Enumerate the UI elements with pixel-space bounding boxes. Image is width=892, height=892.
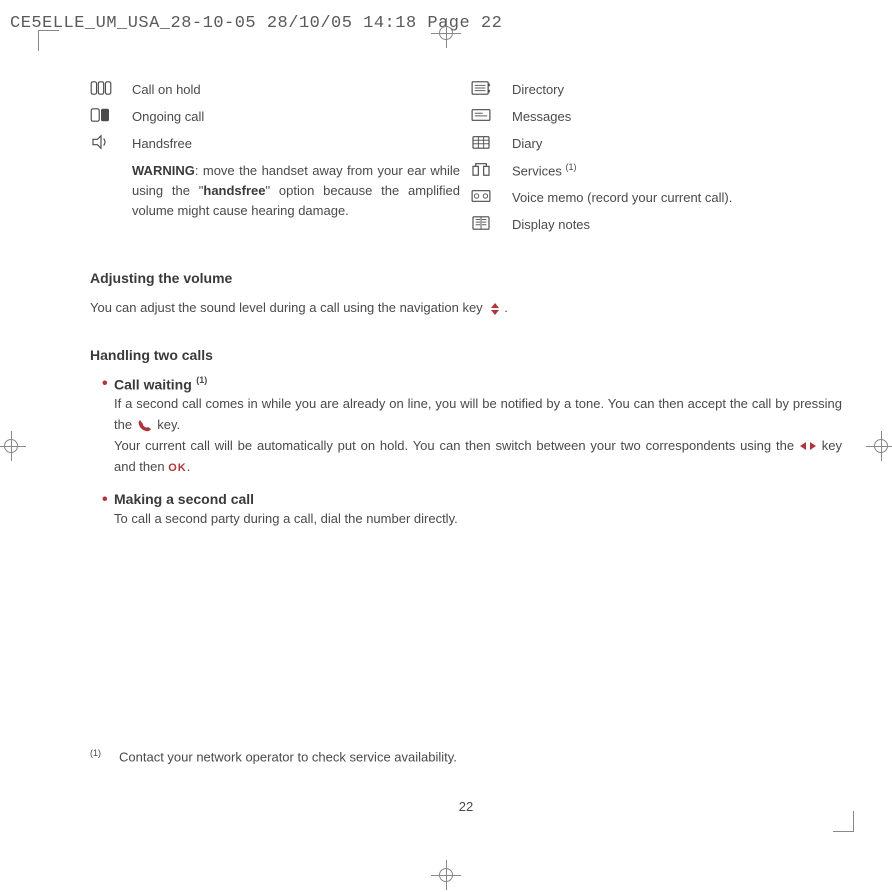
warning-text: WARNING: move the handset away from your… — [132, 161, 460, 221]
crop-mark-tl — [38, 30, 59, 51]
list-item-label: Voice memo (record your current call). — [512, 188, 732, 208]
list-item: Diary — [470, 134, 842, 155]
notes-icon — [470, 215, 512, 236]
registration-mark-right — [866, 431, 892, 461]
footnote: (1)Contact your network operator to chec… — [90, 748, 457, 764]
list-item-label: Display notes — [512, 215, 590, 235]
nav-updown-icon — [486, 302, 504, 316]
section-heading-twocalls: Handling two calls — [90, 347, 842, 363]
list-item: Ongoing call — [90, 107, 460, 128]
bullet-second-call: •Making a second call To call a second p… — [102, 491, 842, 530]
ok-icon: OK — [168, 462, 187, 474]
list-item-label: Handsfree — [132, 134, 192, 154]
list-item-label: Call on hold — [132, 80, 201, 100]
nav-leftright-icon — [799, 439, 817, 453]
diary-icon — [470, 134, 512, 155]
directory-icon — [470, 80, 512, 101]
list-item-label: Directory — [512, 80, 564, 100]
list-item: Services (1) — [470, 161, 842, 182]
right-column: Directory Messages Diary Services (1) — [470, 80, 842, 242]
bullet-call-waiting: •Call waiting (1) If a second call comes… — [102, 375, 842, 478]
registration-mark-top — [431, 18, 461, 48]
messages-icon — [470, 107, 512, 128]
handsfree-icon — [90, 134, 132, 155]
left-column: Call on hold Ongoing call Handsfree WARN… — [90, 80, 460, 242]
hold-icon — [90, 80, 132, 101]
page-number: 22 — [459, 799, 473, 814]
registration-mark-bottom — [431, 860, 461, 890]
list-item: Messages — [470, 107, 842, 128]
call-key-icon — [136, 418, 154, 432]
list-item-label: Diary — [512, 134, 542, 154]
registration-mark-left — [0, 431, 26, 461]
section-heading-volume: Adjusting the volume — [90, 270, 842, 286]
list-item: Handsfree — [90, 134, 460, 155]
voicememo-icon — [470, 188, 512, 209]
list-item: Voice memo (record your current call). — [470, 188, 842, 209]
list-item-label: Messages — [512, 107, 571, 127]
page-content: Call on hold Ongoing call Handsfree WARN… — [90, 80, 842, 832]
list-item: Directory — [470, 80, 842, 101]
list-item-label: Ongoing call — [132, 107, 204, 127]
list-item-label: Services (1) — [512, 161, 576, 181]
services-icon — [470, 161, 512, 182]
list-item: Call on hold — [90, 80, 460, 101]
print-header: CE5ELLE_UM_USA_28-10-05 28/10/05 14:18 P… — [10, 14, 502, 33]
list-item: Display notes — [470, 215, 842, 236]
ongoing-icon — [90, 107, 132, 128]
body-paragraph: You can adjust the sound level during a … — [90, 298, 842, 319]
